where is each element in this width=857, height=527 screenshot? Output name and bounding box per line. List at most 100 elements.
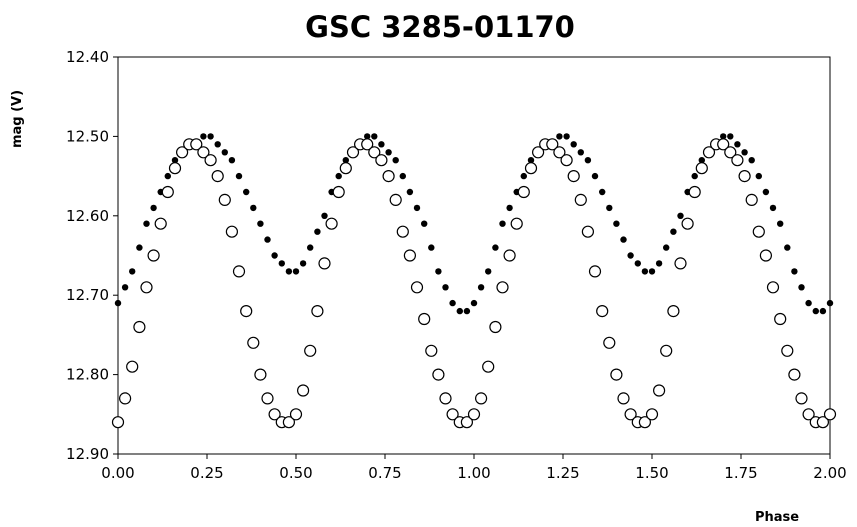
data-point-filled <box>477 284 485 291</box>
data-point-filled <box>613 220 620 227</box>
data-point-open <box>190 138 203 151</box>
data-point-filled <box>463 307 471 315</box>
data-point-open <box>724 146 737 159</box>
data-point-open <box>432 368 445 381</box>
data-point-filled <box>777 220 784 227</box>
data-point-filled <box>727 133 734 140</box>
x-tick-label: 1.00 <box>457 464 490 482</box>
plot-area-border <box>117 56 831 455</box>
data-point-open <box>418 312 431 326</box>
data-point-open <box>368 146 381 159</box>
data-point-open <box>126 360 139 373</box>
data-point-filled <box>826 299 834 307</box>
data-point-filled <box>171 157 179 164</box>
data-point-open <box>118 392 132 405</box>
data-point-open <box>738 170 751 183</box>
data-point-filled <box>292 268 300 275</box>
data-point-filled <box>442 284 449 291</box>
data-point-filled <box>769 204 777 212</box>
data-point-open <box>318 257 331 270</box>
data-point-open <box>638 416 652 429</box>
data-point-open <box>596 305 609 318</box>
x-tick-label: 0.25 <box>190 464 223 482</box>
data-point-filled <box>527 157 535 164</box>
data-point-filled <box>812 307 819 315</box>
y-tick-label: 12.50 <box>66 127 109 145</box>
data-point-open <box>517 185 530 199</box>
data-point-open <box>482 360 495 373</box>
data-point-filled <box>606 204 613 212</box>
y-tick-label: 12.90 <box>66 445 109 463</box>
data-point-filled <box>570 141 577 148</box>
data-point-filled <box>406 188 414 196</box>
data-point-open <box>339 162 352 175</box>
data-point-filled <box>136 244 143 251</box>
data-point-open <box>382 170 395 183</box>
data-point-open <box>510 217 523 230</box>
data-point-filled <box>641 268 649 275</box>
data-point-open <box>531 146 545 159</box>
data-point-open <box>403 249 416 262</box>
data-point-filled <box>492 244 499 251</box>
data-point-open <box>161 185 174 199</box>
data-point-filled <box>691 172 698 180</box>
data-point-open <box>425 344 438 357</box>
data-point-open <box>410 281 424 294</box>
data-point-filled <box>798 284 805 291</box>
data-point-filled <box>648 268 656 275</box>
data-point-filled <box>114 299 122 307</box>
data-point-filled <box>620 236 627 243</box>
data-point-open <box>218 193 231 206</box>
data-point-open <box>375 154 388 167</box>
x-axis: 0.00 0.25 0.50 0.75 1.00 1.25 1.50 1.75 2.00 <box>101 454 847 482</box>
data-point-open <box>674 257 687 270</box>
data-point-open <box>133 320 146 334</box>
data-point-open <box>645 408 659 421</box>
data-point-filled <box>634 260 641 267</box>
data-point-filled <box>164 172 171 180</box>
data-point-filled <box>200 133 207 140</box>
data-point-open <box>752 225 765 238</box>
data-point-open <box>802 408 815 421</box>
data-point-filled <box>385 149 392 156</box>
data-point-open <box>695 162 708 175</box>
data-point-open <box>140 281 153 294</box>
data-point-open <box>788 368 801 381</box>
data-point-filled <box>143 220 150 227</box>
data-point-filled <box>392 157 399 164</box>
data-point-open <box>389 193 402 206</box>
data-point-filled <box>520 172 527 180</box>
data-point-open <box>581 225 595 238</box>
data-point-filled <box>556 133 563 140</box>
data-point-open <box>667 305 680 318</box>
data-point-open <box>168 162 182 175</box>
data-point-filled <box>599 188 606 196</box>
series-filled-dots <box>114 133 834 315</box>
data-point-filled <box>307 244 314 251</box>
data-point-open <box>225 225 238 238</box>
data-point-filled <box>435 268 442 275</box>
data-point-open <box>297 384 310 397</box>
data-point-filled <box>228 157 236 164</box>
data-point-open <box>766 281 780 294</box>
data-point-open <box>240 305 253 318</box>
data-point-filled <box>741 149 748 156</box>
data-point-filled <box>805 299 812 307</box>
data-point-open <box>588 265 602 278</box>
data-point-filled <box>243 188 250 196</box>
data-point-filled <box>399 172 406 180</box>
data-point-open <box>603 336 616 349</box>
data-point-filled <box>378 141 385 148</box>
data-point-open <box>816 416 830 429</box>
y-tick-label: 12.60 <box>66 207 109 225</box>
data-point-open <box>617 392 630 405</box>
x-axis-label: Phase <box>755 510 799 525</box>
data-point-filled <box>428 244 435 251</box>
data-point-open <box>311 305 324 318</box>
data-point-filled <box>371 133 378 140</box>
data-point-filled <box>784 244 791 251</box>
data-point-filled <box>456 307 463 315</box>
data-point-filled <box>577 149 584 156</box>
data-point-open <box>489 320 502 334</box>
